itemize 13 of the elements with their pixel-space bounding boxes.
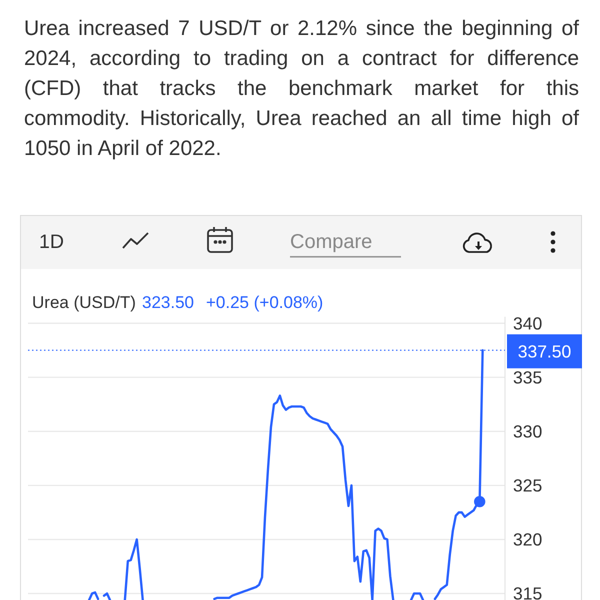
y-tick-label: 325 bbox=[513, 475, 542, 496]
y-tick-label: 320 bbox=[513, 529, 542, 550]
chart-title: Urea (USD/T) bbox=[32, 293, 136, 312]
text: Urea increased 7 USD/T or 2.12% since the beginning of 2024, according to trading on a contract for difference (CFD) that tracks the benchmark market for this commodity. Historically, Urea reached an all time high of 1050 in April of 2022. bbox=[24, 16, 579, 162]
ref-line-label: 337.50 bbox=[518, 341, 572, 362]
input-field: Compare bbox=[290, 231, 401, 258]
text: +0.25 (+0.08%) bbox=[206, 293, 324, 312]
y-tick-label: 330 bbox=[513, 421, 542, 442]
chart-subtitle: 323.50 bbox=[142, 293, 194, 312]
y-tick-label: 335 bbox=[513, 367, 542, 388]
text: 1D bbox=[39, 231, 64, 253]
y-tick-label: 340 bbox=[513, 313, 542, 334]
y-tick-label: 315 bbox=[513, 584, 542, 600]
